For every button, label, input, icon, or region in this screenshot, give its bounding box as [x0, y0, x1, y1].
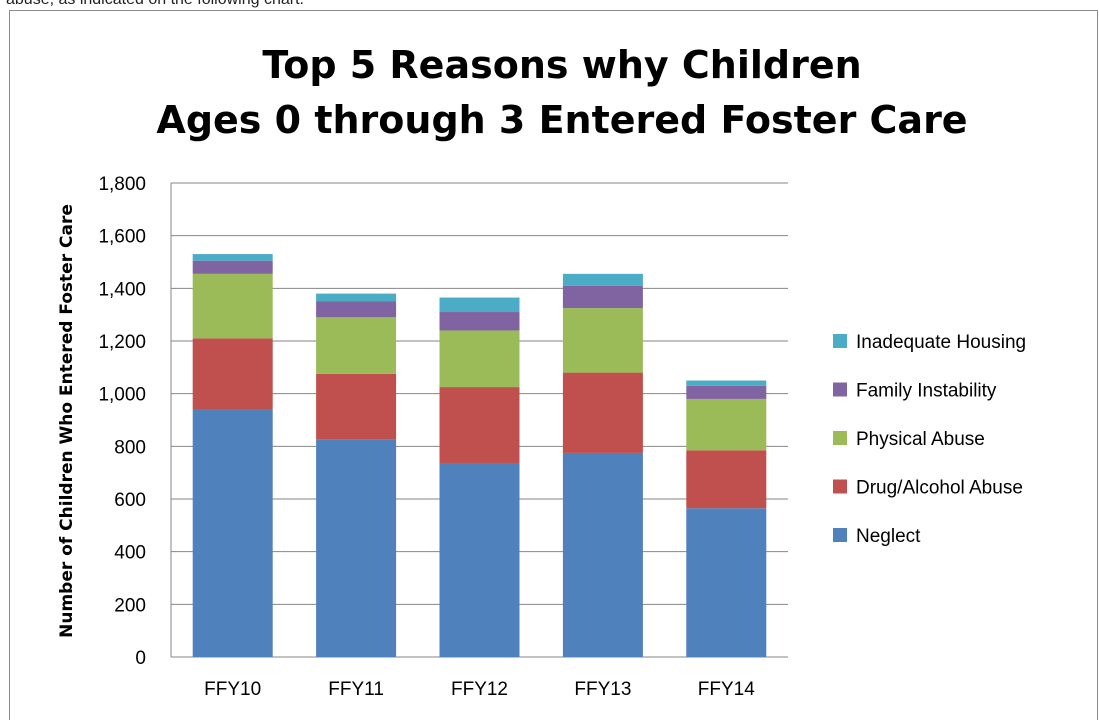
- y-tick-label: 1,600: [98, 227, 146, 248]
- legend-swatch: [833, 479, 847, 494]
- y-tick-label: 0: [135, 648, 146, 669]
- legend: Inadequate Housing Family Instability Phys…: [833, 332, 1026, 547]
- bar-segment: [562, 372, 643, 453]
- legend-label: Family Instability: [856, 381, 997, 402]
- bar-segment: [316, 373, 397, 440]
- bar-segment: [439, 387, 520, 464]
- bar-segment: [316, 293, 397, 302]
- x-tick-label: FFY11: [328, 679, 384, 700]
- legend-swatch: [833, 431, 847, 445]
- bar-segment: [562, 285, 643, 309]
- legend-label: Inadequate Housing: [856, 332, 1026, 353]
- bar-segment: [192, 409, 273, 657]
- y-tick-labels: 0 200 400 600 800 1,000 1,200 1,400 1,600 1,800: [98, 174, 146, 669]
- legend-label: Neglect: [856, 526, 921, 547]
- legend-swatch: [833, 334, 847, 348]
- bar-segment: [686, 508, 767, 657]
- bar-segment: [562, 452, 643, 657]
- gridlines: [170, 182, 788, 658]
- bar-segment: [686, 450, 767, 509]
- y-tick-label: 800: [114, 437, 146, 458]
- x-tick-label: FFY13: [574, 679, 631, 700]
- chart-title-line-1: Top 5 Reasons why Children: [262, 43, 861, 87]
- y-tick-label: 1,000: [98, 385, 146, 406]
- bar-segment: [316, 317, 397, 374]
- bar-segment: [562, 273, 643, 286]
- bar-segment: [192, 260, 273, 274]
- y-tick-label: 200: [114, 595, 146, 616]
- bar-segment: [562, 308, 643, 373]
- legend-swatch: [833, 382, 847, 397]
- legend-label: Physical Abuse: [856, 429, 985, 450]
- x-tick-label: FFY14: [698, 679, 755, 700]
- bar-segment: [192, 254, 273, 261]
- bar-segment: [316, 439, 397, 657]
- bar-segment: [439, 330, 520, 388]
- bar-segment: [439, 297, 520, 313]
- legend-label: Drug/Alcohol Abuse: [856, 478, 1023, 499]
- y-tick-label: 600: [114, 490, 146, 511]
- x-tick-label: FFY10: [204, 679, 261, 700]
- chart-title-line-2: Ages 0 through 3 Entered Foster Care: [156, 98, 967, 142]
- legend-swatch: [833, 528, 847, 542]
- bar-segment: [192, 338, 273, 410]
- intro-text: abuse, as indicated on the following cha…: [6, 0, 304, 9]
- y-tick-label: 400: [114, 543, 146, 564]
- y-axis-label: Number of Children Who Entered Foster Ca…: [57, 204, 77, 638]
- y-tick-label: 1,400: [98, 279, 146, 300]
- bar-segment: [316, 301, 397, 318]
- bar-segment: [686, 385, 767, 399]
- chart-frame: [9, 10, 1098, 720]
- y-tick-label: 1,200: [98, 332, 146, 353]
- bar-segment: [439, 312, 520, 331]
- bar-segment: [686, 380, 767, 386]
- y-tick-label: 1,800: [98, 174, 146, 195]
- bars: [192, 254, 767, 657]
- bar-segment: [439, 463, 520, 657]
- x-tick-label: FFY12: [451, 679, 508, 700]
- x-tick-labels: FFY10 FFY11 FFY12 FFY13 FFY14: [204, 679, 755, 700]
- bar-segment: [192, 273, 273, 339]
- bar-segment: [686, 398, 767, 451]
